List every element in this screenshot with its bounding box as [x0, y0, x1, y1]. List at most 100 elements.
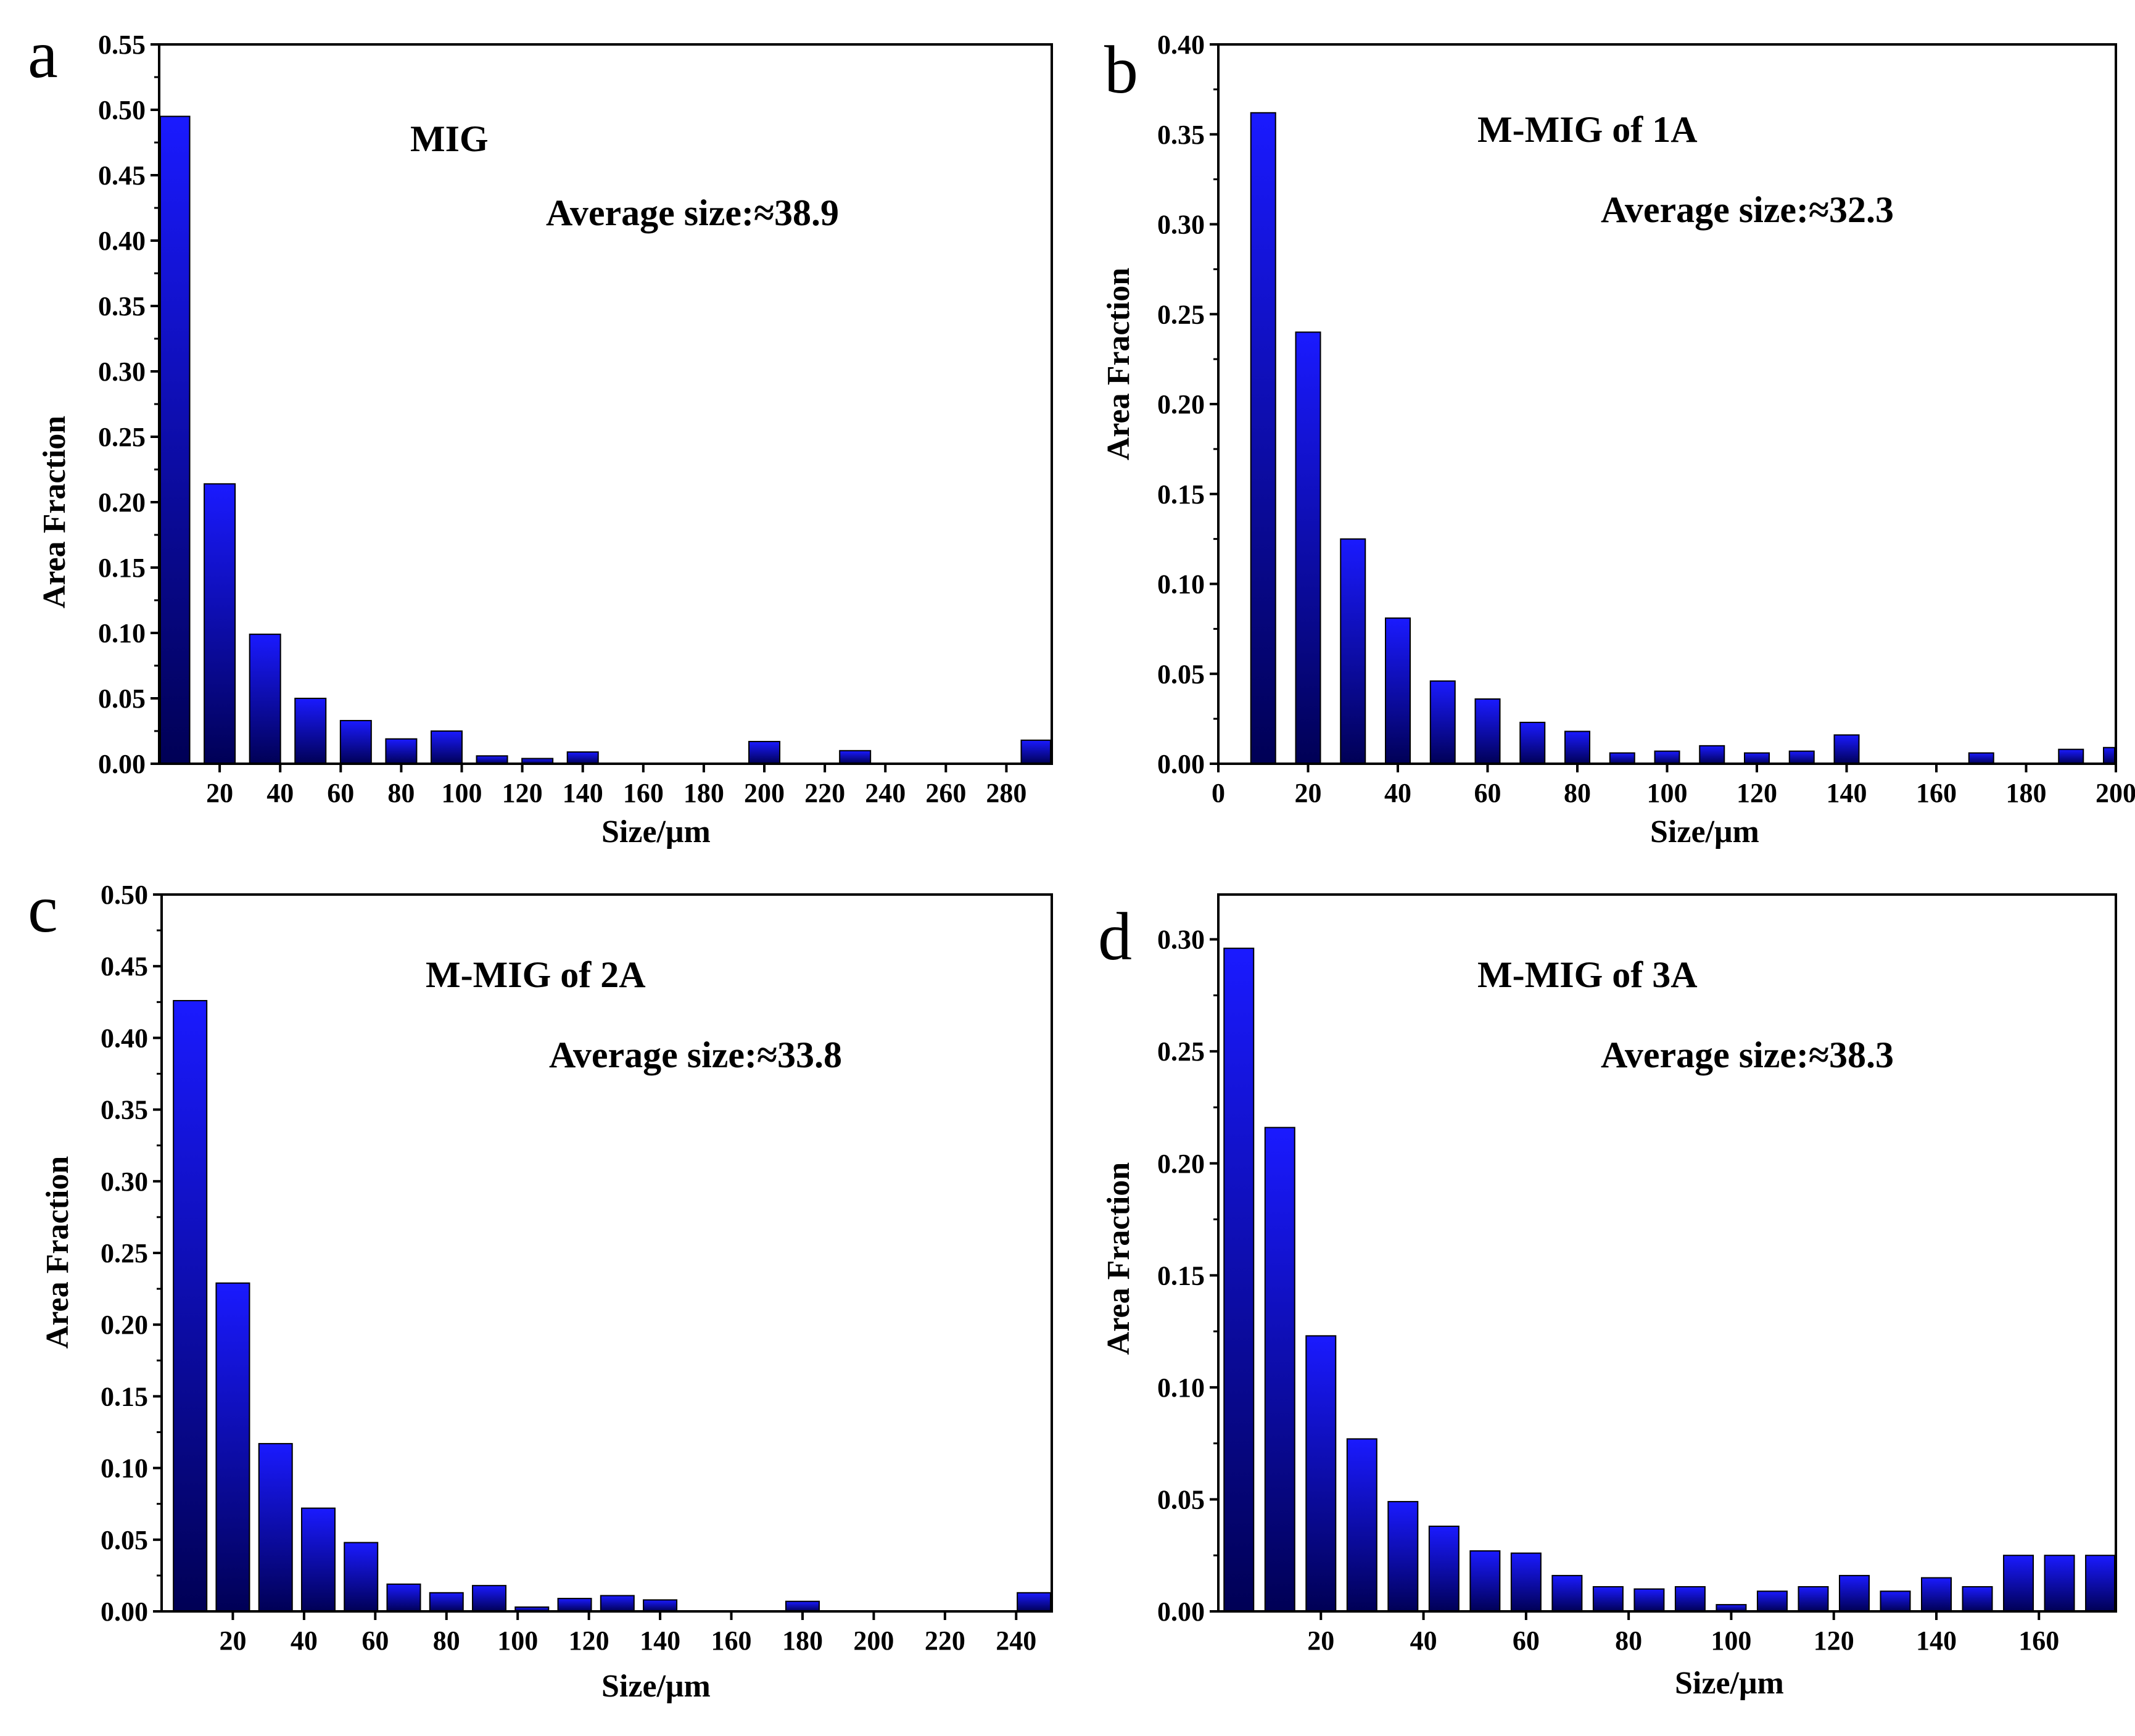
bar [1017, 1592, 1052, 1613]
x-tick-label: 240 [865, 778, 906, 808]
bar [1387, 1501, 1419, 1613]
panel-letter-c: c [28, 871, 58, 946]
x-tick-label: 60 [327, 778, 354, 808]
y-tick-label: 0.25 [98, 422, 146, 452]
y-tick-label: 0.25 [1157, 299, 1205, 329]
plot-frame [158, 43, 1053, 765]
bar [566, 751, 599, 765]
panel-d-xlabel: Size/μm [1675, 1666, 1784, 1701]
bar [1340, 538, 1366, 764]
plot-frame [1217, 893, 2117, 1613]
x-tick-label: 220 [804, 778, 845, 808]
bar [1295, 331, 1321, 764]
x-tick-label: 20 [206, 778, 233, 808]
x-tick-label: 140 [1827, 778, 1867, 808]
bar [1968, 752, 1994, 765]
bar [1833, 734, 1860, 764]
bar [839, 750, 872, 765]
panel-d: d M-MIG of 3A Average size:≈38.3 Size/μm… [1098, 893, 2117, 1701]
x-tick-label: 180 [782, 1626, 823, 1656]
y-tick-label: 0.40 [98, 226, 146, 256]
x-tick-label: 160 [623, 778, 664, 808]
x-tick-label: 60 [1513, 1626, 1540, 1656]
bar [339, 720, 372, 765]
bar [160, 115, 191, 765]
x-tick-label: 120 [569, 1626, 609, 1656]
bar [2003, 1555, 2034, 1612]
y-tick-label: 0.45 [98, 160, 146, 191]
bar [258, 1443, 293, 1613]
bar [1962, 1586, 1993, 1612]
panel-c-xlabel: Size/μm [601, 1669, 711, 1704]
bar [1838, 1574, 1870, 1612]
x-tick-label: 200 [744, 778, 785, 808]
bar [557, 1598, 592, 1612]
x-tick-label: 120 [502, 778, 543, 808]
y-tick-label: 0.10 [1157, 1373, 1205, 1403]
bar [1756, 1590, 1788, 1613]
x-tick-label: 80 [1564, 778, 1591, 808]
x-tick-label: 100 [442, 778, 482, 808]
y-tick-label: 0.20 [98, 487, 146, 518]
x-tick-label: 260 [925, 778, 966, 808]
bar [430, 730, 463, 764]
y-tick-label: 0.20 [1157, 389, 1205, 420]
bar [1551, 1574, 1583, 1612]
x-tick-label: 40 [266, 778, 294, 808]
bar [173, 999, 208, 1612]
x-tick-label: 140 [1916, 1626, 1957, 1656]
panel-c-ylabel: Area Fraction [40, 1156, 75, 1349]
bar [294, 698, 327, 764]
bar [1346, 1438, 1377, 1613]
panel-d-ylabel: Area Fraction [1101, 1162, 1136, 1355]
panel-a-average: Average size:≈38.9 [546, 192, 839, 233]
x-tick-label: 100 [1647, 778, 1688, 808]
bar [1798, 1586, 1829, 1612]
panel-a: a MIG Average size:≈38.9 Size/μm Area Fr… [28, 17, 1053, 849]
bar [1699, 745, 1725, 764]
y-tick-label: 0.10 [101, 1453, 148, 1484]
panel-c-plot: 0.00 0.05 0.10 0.15 0.20 0.25 0.30 0.35 0.40 0.45… [101, 880, 1053, 1656]
x-tick-label: 180 [2006, 778, 2047, 808]
y-tick-label: 0.15 [1157, 479, 1205, 510]
bar [386, 1583, 421, 1612]
x-tick-label: 100 [1711, 1626, 1751, 1656]
panel-b-average: Average size:≈32.3 [1601, 189, 1894, 230]
bar [2085, 1555, 2115, 1612]
x-tick-label: 80 [1615, 1626, 1642, 1656]
bar [1428, 1526, 1460, 1612]
x-tick-label: 40 [1384, 778, 1411, 808]
x-tick-label: 160 [1916, 778, 1957, 808]
panel-c-average: Average size:≈33.8 [549, 1035, 842, 1075]
y-tick-label: 0.30 [98, 357, 146, 387]
y-tick-label: 0.40 [1157, 30, 1205, 60]
x-tick-label: 40 [1410, 1626, 1437, 1656]
y-tick-label: 0.00 [1157, 749, 1205, 779]
bar [249, 634, 281, 764]
y-tick-label: 0.10 [98, 618, 146, 648]
y-tick-label: 0.45 [101, 951, 148, 982]
x-tick-label: 120 [1736, 778, 1777, 808]
y-tick-label: 0.05 [98, 684, 146, 714]
x-tick-label: 160 [2018, 1626, 2059, 1656]
bar [1474, 698, 1501, 765]
x-tick-label: 100 [497, 1626, 538, 1656]
bar [1880, 1590, 1911, 1613]
bar [1633, 1588, 1665, 1612]
y-tick-label: 0.30 [1157, 925, 1205, 955]
panel-a-plot: 0.00 0.05 0.10 0.15 0.20 0.25 0.30 0.35 0.40 0.45… [98, 30, 1053, 808]
bar [1564, 730, 1590, 765]
bar [1519, 721, 1546, 764]
panel-a-annotation: MIG [410, 118, 489, 159]
y-tick-label: 0.05 [101, 1525, 148, 1555]
y-tick-label: 0.35 [101, 1095, 148, 1125]
bar [1020, 739, 1052, 764]
bar [600, 1595, 635, 1613]
plot-frame [160, 893, 1053, 1613]
bar [215, 1282, 250, 1612]
y-tick-label: 0.35 [98, 291, 146, 321]
panel-b: b M-MIG of 1A Average size:≈32.3 Size/μm… [1101, 30, 2135, 849]
y-tick-label: 0.00 [98, 749, 146, 779]
